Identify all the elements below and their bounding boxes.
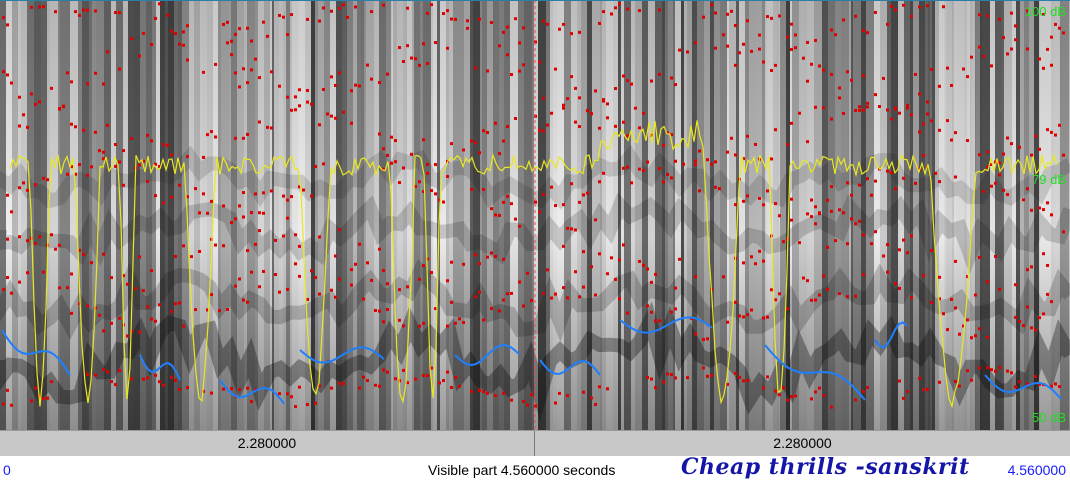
time-bar: 0 Visible part 4.560000 seconds Cheap th…	[0, 454, 1070, 482]
intensity-curve	[9, 120, 1058, 409]
pitch-contour	[1, 316, 1062, 405]
db-mid-label: 79 dB	[1032, 172, 1066, 187]
selection-bar: 2.280000 2.280000	[0, 430, 1070, 456]
left-segment-duration[interactable]: 2.280000	[237, 435, 297, 451]
window-end-time[interactable]: 4.560000	[1007, 462, 1066, 478]
db-max-label: 100 dB	[1024, 4, 1066, 19]
visible-part-label[interactable]: Visible part 4.560000 seconds	[428, 462, 616, 478]
segment-divider	[534, 431, 535, 456]
formant-dots	[2, 2, 1065, 409]
track-title: Cheap thrills -sanskrit	[681, 454, 970, 480]
db-min-label: 50 dB	[1032, 410, 1066, 425]
right-segment-duration[interactable]: 2.280000	[773, 435, 832, 451]
spectrogram-view[interactable]	[0, 0, 1070, 430]
window-start-time[interactable]: 0	[3, 462, 11, 478]
